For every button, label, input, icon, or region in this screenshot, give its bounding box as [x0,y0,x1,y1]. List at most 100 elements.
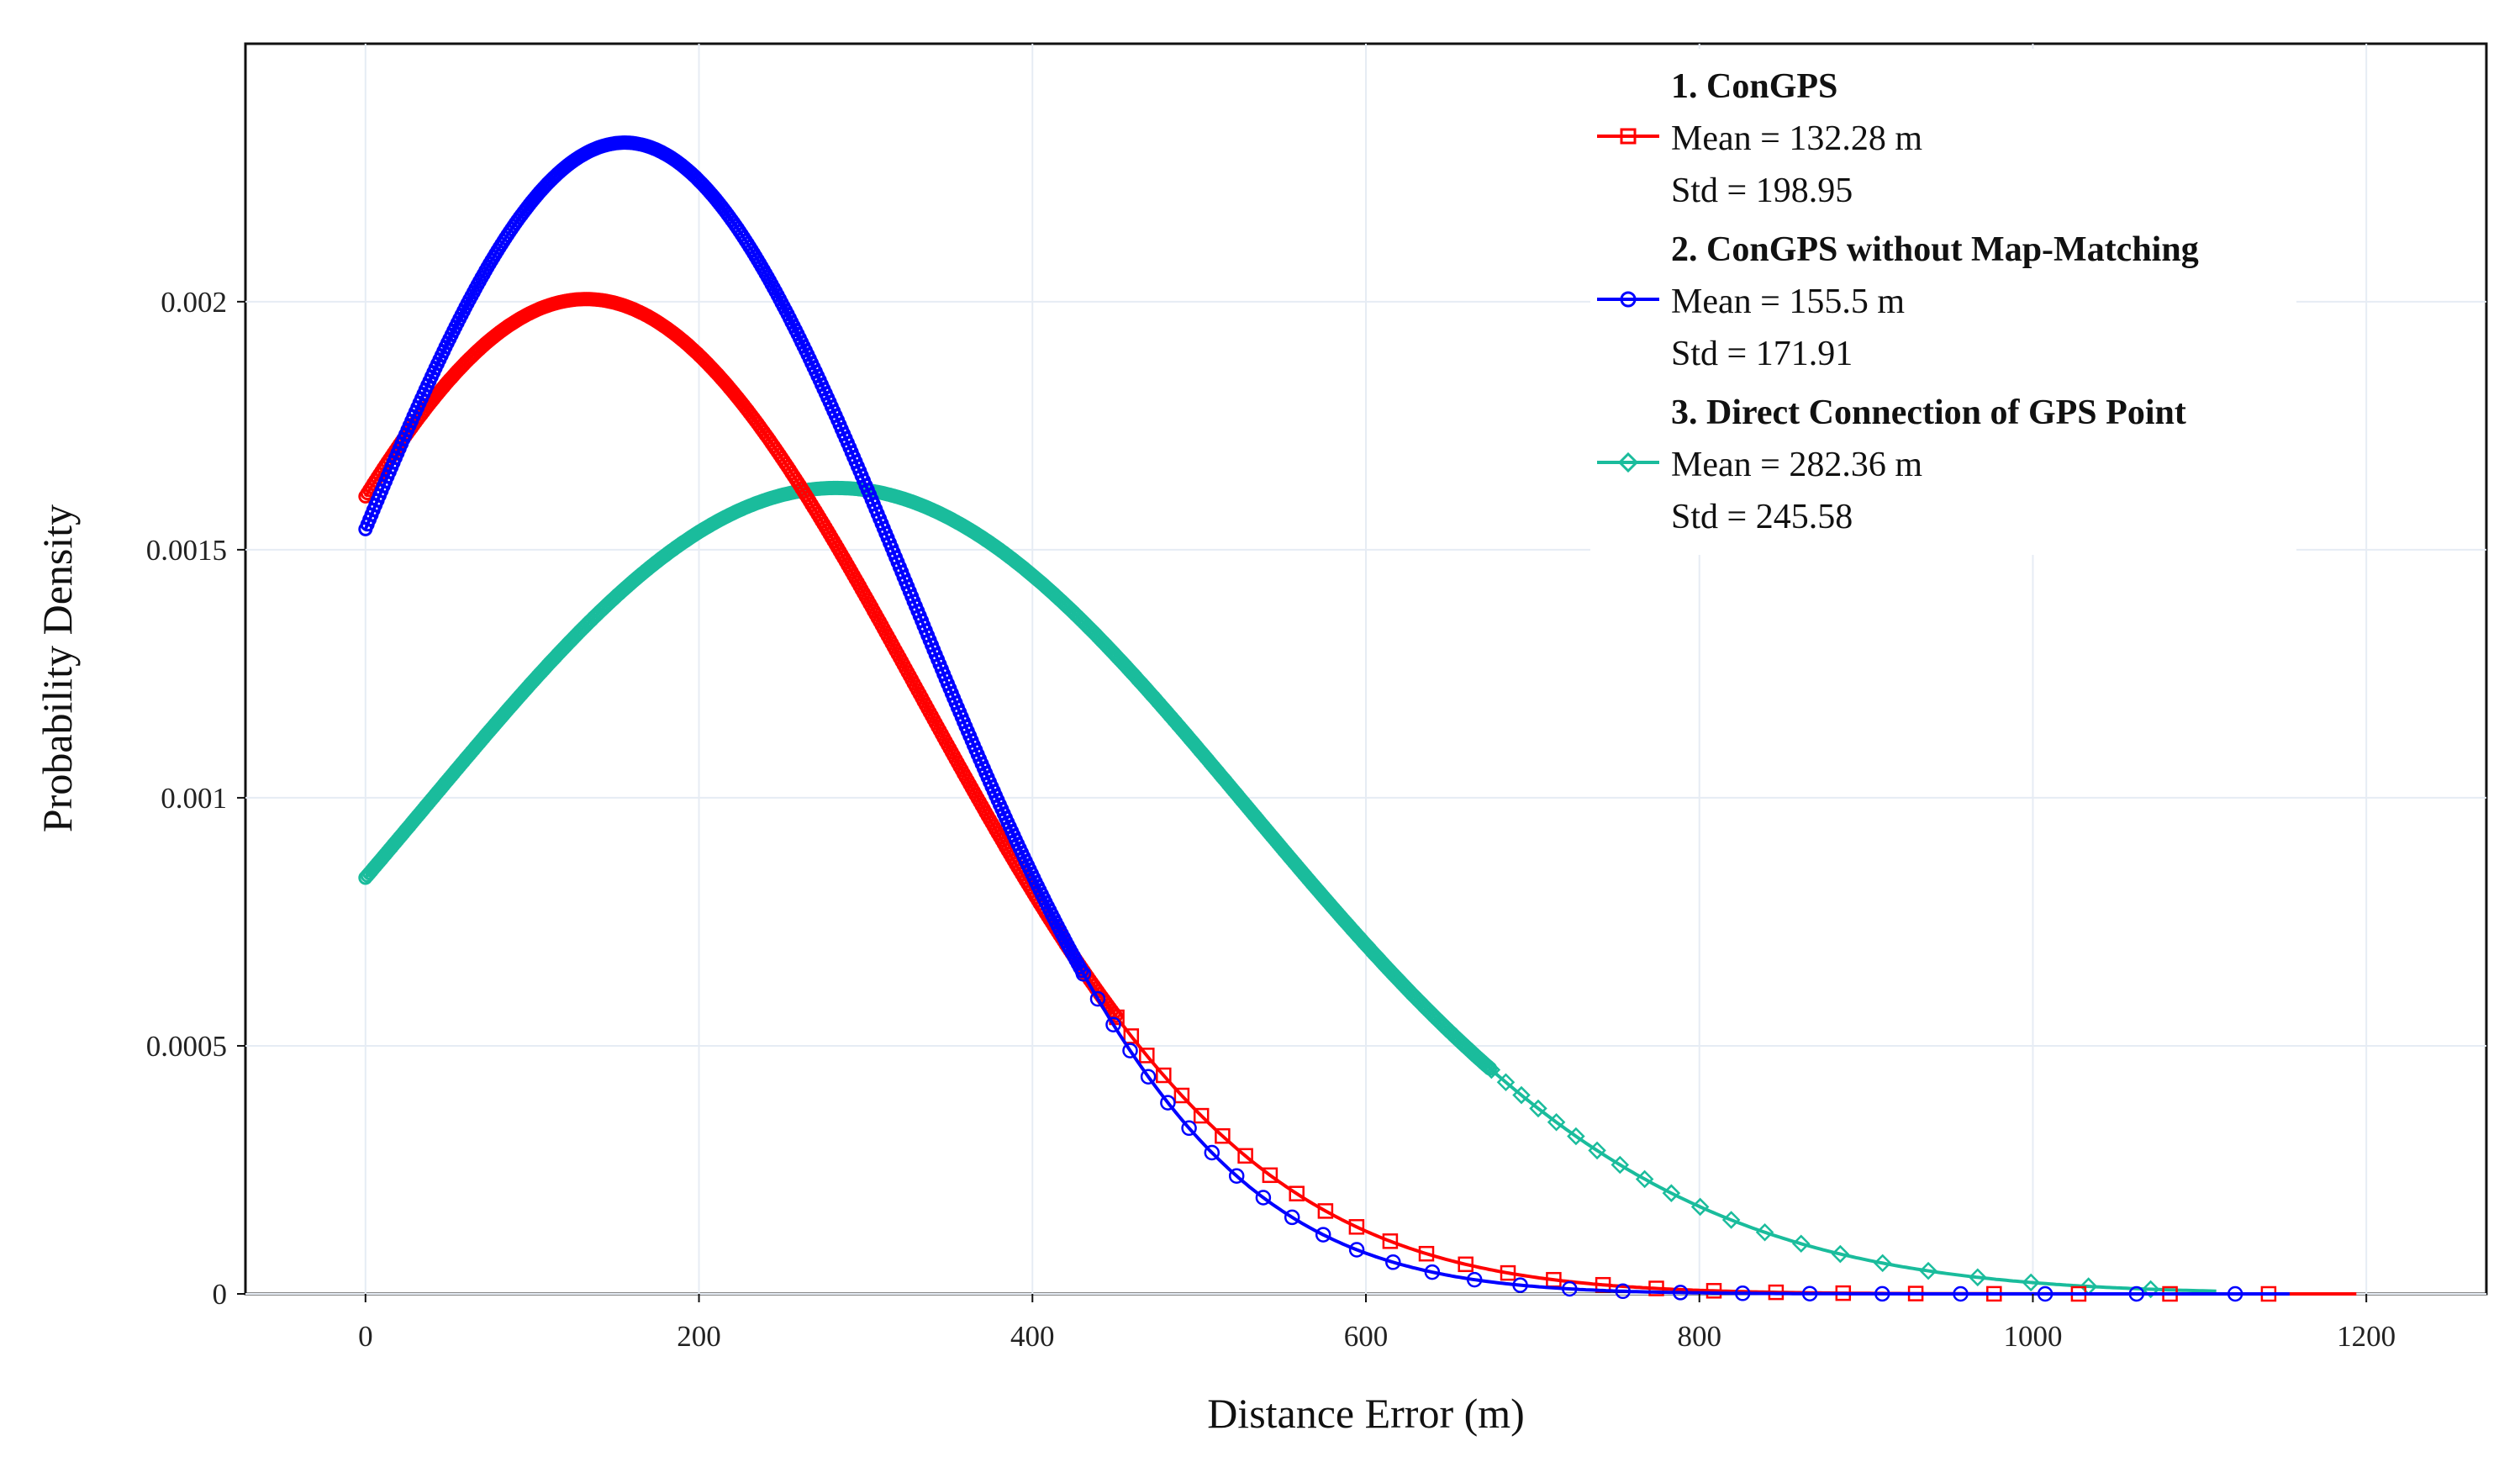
data-marker [1529,1099,1547,1118]
data-marker [1611,1155,1630,1175]
data-marker [1635,1169,1654,1189]
legend-mean-2: Mean = 155.5 m [1671,282,1905,321]
data-marker [2128,1285,2145,1302]
data-marker [2022,1273,2040,1292]
data-marker [1204,1144,1220,1161]
data-marker [1156,1067,1172,1084]
data-marker [1831,1244,1850,1264]
data-marker [1289,1185,1305,1201]
data-marker [1588,1141,1606,1160]
data-marker [1228,1168,1245,1184]
data-marker [1105,1016,1121,1032]
legend-std-2: Std = 171.91 [1671,335,1853,373]
x-tick-labels: 0 200 400 600 800 1000 1200 [358,1294,2396,1353]
y-tick-label: 0.0015 [146,534,227,567]
data-marker [1237,1148,1253,1164]
x-tick-label: 1000 [2003,1320,2062,1353]
data-marker [1496,1073,1516,1091]
legend-marker-direct-connection [1617,451,1639,473]
legend-title-2: 2. ConGPS without Map-Matching [1671,230,2199,269]
data-marker [1089,990,1106,1007]
legend-title-3: 3. Direct Connection of GPS Point [1671,393,2186,432]
data-marker [1215,1127,1231,1144]
data-marker [1458,1256,1474,1273]
data-marker [1348,1242,1365,1258]
x-axis-title: Distance Error (m) [1207,1390,1525,1437]
curves [358,135,2357,1302]
data-marker [1874,1285,1890,1302]
legend-mean-1: Mean = 132.28 m [1671,119,1922,158]
data-marker [2227,1285,2243,1302]
legend-title-1: 1. ConGPS [1671,67,1837,106]
data-marker [1690,1197,1710,1217]
data-marker [1382,1233,1399,1249]
data-marker [1315,1227,1331,1243]
y-tick-label: 0.0005 [146,1030,227,1063]
legend-std-1: Std = 198.95 [1671,172,1853,210]
data-marker [1672,1285,1689,1301]
data-marker [1262,1167,1278,1184]
data-marker [1791,1234,1811,1254]
data-marker [1424,1264,1441,1280]
legend-marker-congps-no-mapmatch [1620,291,1637,308]
data-marker [1755,1222,1774,1242]
x-tick-label: 400 [1010,1320,1055,1353]
x-tick-label: 1200 [2337,1320,2396,1353]
data-marker [1547,1113,1566,1132]
data-marker [1512,1277,1528,1293]
data-marker [1140,1069,1157,1085]
x-tick-label: 0 [358,1320,373,1353]
data-marker [1562,1280,1578,1297]
legend-entry-congps-no-mapmatch: 2. ConGPS without Map-Matching Mean = 15… [1597,230,2199,373]
data-marker [1873,1254,1892,1273]
data-marker [1160,1095,1176,1111]
data-marker [2037,1285,2053,1302]
data-marker [1139,1048,1155,1064]
x-tick-label: 600 [1344,1320,1389,1353]
legend-mean-3: Mean = 282.36 m [1671,446,1922,484]
legend: 1. ConGPS Mean = 132.28 m Std = 198.95 2… [1590,49,2296,555]
series-2 [358,135,2290,1302]
data-marker [1255,1190,1272,1206]
y-tick-label: 0 [213,1278,228,1311]
data-marker [1500,1264,1516,1281]
data-marker [1123,1028,1140,1044]
data-marker [1348,1219,1365,1235]
data-marker [1648,1280,1664,1296]
data-marker [1969,1268,1987,1287]
data-marker [2141,1280,2160,1299]
x-tick-label: 200 [677,1320,721,1353]
series-3 [358,480,2217,1299]
gridlines [245,44,2486,1295]
data-marker [1615,1283,1631,1300]
data-marker [1284,1209,1300,1226]
legend-std-3: Std = 245.58 [1671,498,1853,536]
data-marker [1074,963,1089,979]
x-tick-label: 800 [1677,1320,1721,1353]
data-marker [1567,1127,1585,1146]
data-marker [1173,1087,1190,1104]
data-marker [1418,1245,1435,1262]
data-marker [1385,1254,1401,1270]
data-marker [1662,1184,1681,1202]
y-tick-labels: 0 0.0005 0.001 0.0015 0.002 [146,286,245,1311]
y-tick-label: 0.002 [161,286,227,319]
data-marker [1721,1211,1741,1229]
y-axis-title: Probability Density [34,504,81,832]
y-tick-label: 0.001 [161,782,227,815]
legend-entry-direct-connection: 3. Direct Connection of GPS Point Mean =… [1597,393,2186,536]
legend-entry-congps: 1. ConGPS Mean = 132.28 m Std = 198.95 [1597,67,1922,210]
data-marker [1512,1085,1531,1105]
data-marker [1482,1060,1501,1080]
data-marker [1734,1285,1751,1301]
data-marker [1193,1107,1210,1124]
data-marker [1317,1203,1334,1219]
data-marker [1181,1120,1197,1137]
data-marker [1466,1271,1483,1288]
legend-marker-congps [1620,128,1637,145]
data-marker [1075,966,1092,982]
data-marker [1122,1043,1138,1058]
data-marker [1919,1261,1937,1280]
data-marker [1953,1285,1969,1302]
